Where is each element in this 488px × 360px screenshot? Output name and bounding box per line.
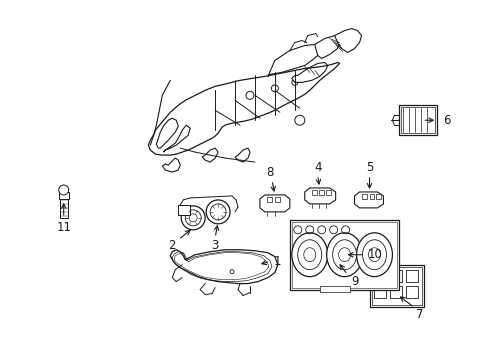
Bar — [401, 107, 434, 133]
Polygon shape — [291, 62, 327, 82]
Text: 4: 4 — [313, 161, 321, 174]
Polygon shape — [314, 36, 339, 58]
Bar — [361, 194, 366, 199]
Text: 7: 7 — [415, 308, 422, 321]
Text: 9: 9 — [350, 275, 358, 288]
Text: 1: 1 — [274, 255, 281, 268]
Text: 3: 3 — [211, 239, 218, 252]
Bar — [389, 285, 402, 298]
Circle shape — [206, 200, 229, 224]
Polygon shape — [304, 188, 335, 204]
Text: 2: 2 — [168, 239, 176, 252]
Bar — [374, 270, 386, 282]
Ellipse shape — [356, 233, 392, 276]
Bar — [311, 190, 316, 195]
Bar — [266, 197, 271, 202]
Ellipse shape — [332, 240, 356, 270]
Bar — [274, 197, 279, 202]
Polygon shape — [235, 148, 249, 162]
Bar — [178, 205, 190, 215]
Bar — [371, 267, 422, 305]
Bar — [406, 270, 417, 282]
Text: 6: 6 — [443, 114, 450, 127]
Polygon shape — [267, 45, 321, 76]
Text: 11: 11 — [56, 221, 71, 234]
Bar — [318, 190, 323, 195]
Text: 8: 8 — [265, 166, 273, 179]
Ellipse shape — [362, 240, 386, 270]
Bar — [60, 198, 67, 218]
Bar — [289, 220, 399, 289]
Bar — [374, 285, 386, 298]
Bar — [325, 190, 330, 195]
Ellipse shape — [326, 233, 362, 276]
Text: 10: 10 — [367, 248, 382, 261]
Circle shape — [181, 206, 205, 230]
Polygon shape — [354, 192, 383, 208]
Polygon shape — [260, 195, 289, 212]
Bar — [369, 194, 374, 199]
Bar — [369, 265, 424, 306]
Polygon shape — [334, 28, 361, 53]
Ellipse shape — [297, 240, 321, 270]
Bar — [376, 194, 381, 199]
Bar — [59, 192, 68, 199]
Text: 5: 5 — [365, 161, 372, 174]
Ellipse shape — [291, 233, 327, 276]
Bar — [307, 258, 369, 276]
Circle shape — [59, 185, 68, 195]
Polygon shape — [163, 125, 190, 152]
Bar — [389, 270, 402, 282]
Polygon shape — [162, 158, 180, 172]
Polygon shape — [170, 250, 277, 284]
Bar — [399, 105, 436, 135]
Bar — [319, 285, 349, 292]
Polygon shape — [202, 148, 218, 162]
Polygon shape — [156, 118, 178, 148]
Bar — [309, 260, 367, 274]
Bar — [406, 285, 417, 298]
Bar — [291, 222, 397, 288]
